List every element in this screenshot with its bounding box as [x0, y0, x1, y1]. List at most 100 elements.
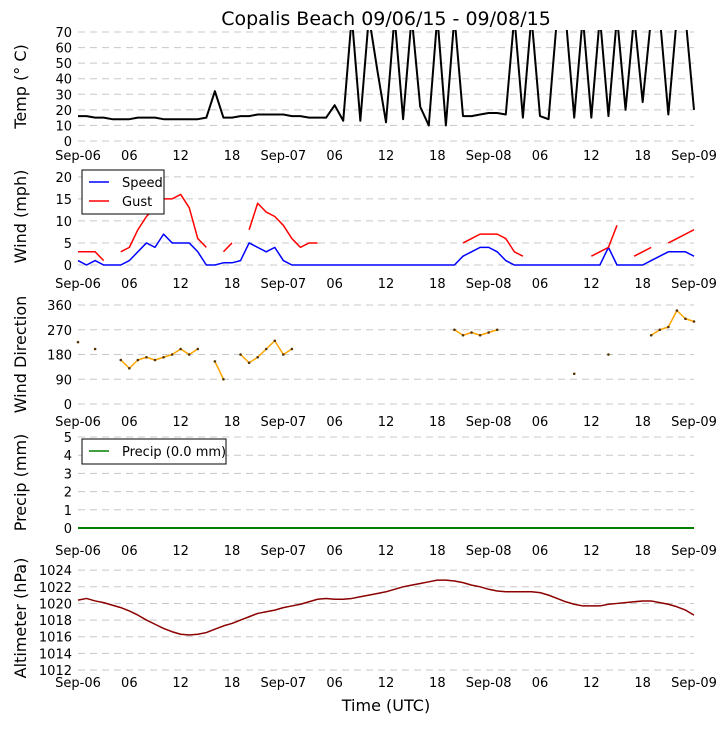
- gust-line: [78, 251, 105, 262]
- direction-point: [247, 361, 251, 365]
- direction-point: [273, 339, 277, 343]
- xtick-label: Sep-09: [671, 415, 717, 430]
- altimeter-ylabel: Altimeter (hPa): [11, 558, 30, 679]
- ytick-label: 1024: [39, 564, 72, 579]
- speed-line: [77, 233, 695, 266]
- xtick-label: Sep-08: [466, 676, 512, 691]
- direction-point: [187, 353, 191, 356]
- direction-point: [675, 309, 679, 312]
- ytick-label: 1014: [39, 647, 72, 662]
- xtick-label: 18: [224, 544, 241, 559]
- ytick-label: 180: [47, 349, 72, 364]
- direction-point: [572, 372, 576, 376]
- xtick-label: 12: [583, 415, 600, 430]
- ytick-label: 0: [64, 398, 72, 413]
- temperature-line: [78, 30, 695, 127]
- ytick-label: 30: [55, 88, 72, 103]
- gust-line: [667, 229, 695, 244]
- ytick-label: 1020: [39, 597, 72, 612]
- xtick-label: 06: [121, 415, 138, 430]
- chart-title: Copalis Beach 09/06/15 - 09/08/15: [221, 8, 551, 30]
- direction-point: [213, 360, 217, 363]
- xtick-label: Sep-07: [260, 544, 306, 559]
- xtick-label: 18: [634, 676, 651, 691]
- direction-point: [649, 333, 653, 337]
- xtick-label: Sep-08: [466, 149, 512, 164]
- wind-direction-panel: 0 90 180 270 360 Sep-06 06 12 18 Sep-07 06 12 18 Sep-…: [11, 296, 717, 430]
- direction-point: [145, 355, 148, 359]
- direction-line: [120, 348, 199, 369]
- xtick-label: 12: [172, 149, 189, 164]
- xtick-label: 06: [326, 544, 343, 559]
- xtick-label: Sep-07: [260, 149, 306, 164]
- xtick-label: 06: [532, 149, 549, 164]
- ytick-label: 50: [55, 57, 72, 72]
- ytick-label: 1: [64, 504, 72, 519]
- xtick-label: 06: [121, 544, 138, 559]
- temp-ylabel: Temp (° C): [11, 44, 30, 129]
- direction-point: [136, 358, 140, 362]
- direction-point: [93, 347, 97, 351]
- direction-point: [607, 353, 610, 356]
- ytick-label: 5: [64, 237, 72, 252]
- ytick-label: 1016: [39, 631, 72, 646]
- wind-legend: Speed Gust: [81, 169, 165, 215]
- xtick-label: 18: [634, 544, 651, 559]
- legend-entry: Speed: [122, 176, 163, 191]
- xtick-label: 12: [583, 149, 600, 164]
- xtick-label: 18: [634, 277, 651, 292]
- xtick-label: 12: [172, 415, 189, 430]
- direction-point: [128, 366, 131, 370]
- xtick-label: 18: [429, 149, 446, 164]
- xtick-label: 12: [378, 149, 395, 164]
- xtick-label: 12: [583, 277, 600, 292]
- xaxis-label: Time (UTC): [341, 696, 430, 715]
- direction-point: [119, 358, 123, 362]
- direction-line: [454, 329, 498, 336]
- xtick-label: 12: [172, 277, 189, 292]
- xtick-label: 06: [121, 676, 138, 691]
- gust-line: [222, 242, 233, 253]
- xtick-label: 12: [172, 676, 189, 691]
- ytick-label: 0: [64, 522, 72, 537]
- direction-point: [470, 331, 473, 334]
- wind-panel: 0 5 10 15 20 Sep-06 06 12 18 Sep-07 06 12 18 Sep-08 06…: [11, 169, 717, 292]
- ytick-label: 1012: [39, 664, 72, 679]
- direction-point: [487, 331, 490, 334]
- direction-point: [153, 358, 157, 362]
- altimeter-line: [77, 579, 695, 636]
- xtick-label: 06: [326, 149, 343, 164]
- direction-point: [461, 333, 465, 337]
- xtick-label: 06: [121, 149, 138, 164]
- xtick-label: 06: [532, 544, 549, 559]
- xtick-label: 12: [583, 544, 600, 559]
- ytick-label: 20: [55, 171, 72, 186]
- direction-point: [453, 328, 456, 332]
- xtick-label: 18: [429, 415, 446, 430]
- gust-line: [590, 225, 618, 257]
- xtick-label: 12: [378, 676, 395, 691]
- xtick-label: Sep-09: [671, 149, 717, 164]
- xtick-label: 06: [532, 277, 549, 292]
- xtick-label: Sep-06: [55, 544, 101, 559]
- direction-point: [76, 340, 80, 344]
- xtick-label: Sep-08: [466, 544, 512, 559]
- ytick-label: 70: [55, 26, 72, 41]
- xtick-label: 12: [583, 676, 600, 691]
- gust-line: [633, 246, 652, 257]
- xtick-label: 18: [224, 415, 241, 430]
- ytick-label: 360: [47, 299, 72, 314]
- xtick-label: Sep-06: [55, 415, 101, 430]
- direction-point: [495, 328, 499, 332]
- xtick-label: Sep-07: [260, 415, 306, 430]
- wind-direction-ylabel: Wind Direction: [11, 296, 30, 414]
- xtick-label: 18: [224, 149, 241, 164]
- xtick-label: Sep-09: [671, 277, 717, 292]
- xtick-label: 18: [429, 544, 446, 559]
- xtick-label: Sep-07: [260, 277, 306, 292]
- direction-point: [196, 347, 200, 351]
